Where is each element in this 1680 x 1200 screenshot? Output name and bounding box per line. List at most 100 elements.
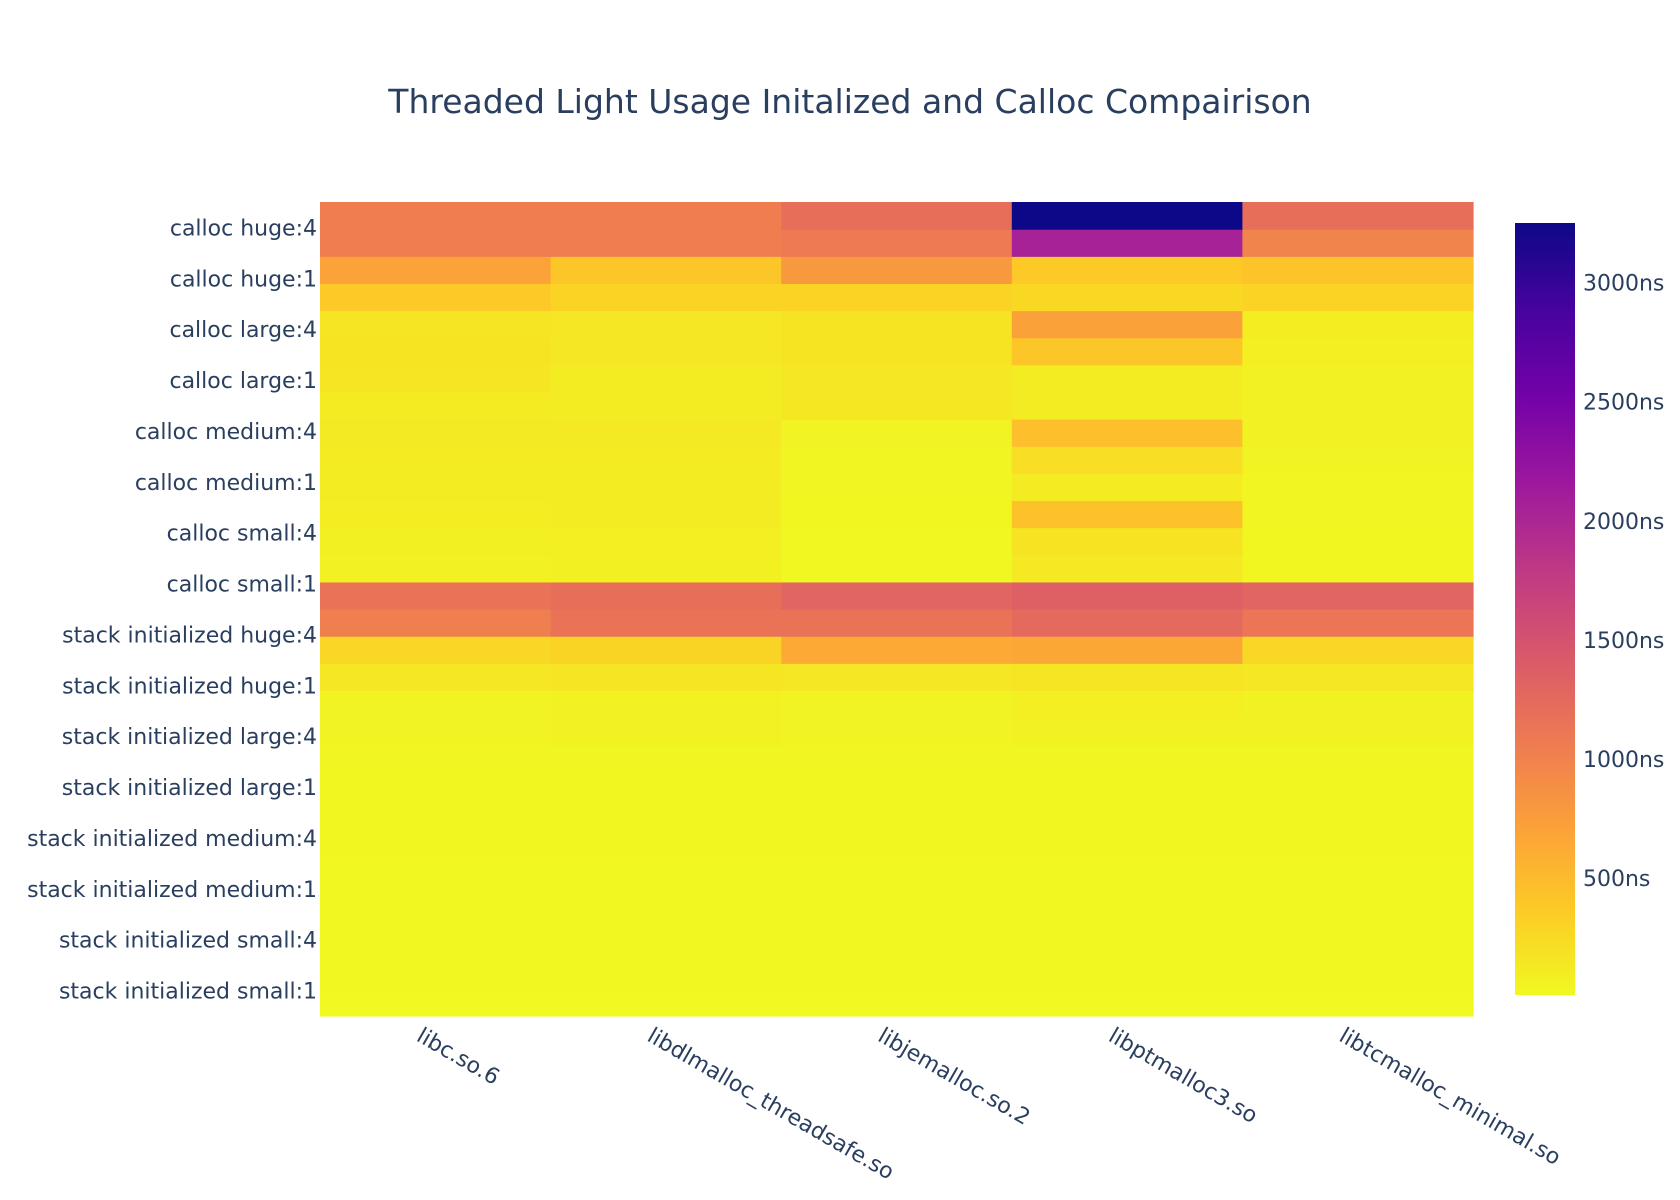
heatmap-cell bbox=[781, 310, 1013, 339]
heatmap-cell bbox=[1242, 256, 1474, 284]
heatmap-cell bbox=[1242, 310, 1474, 339]
y-tick-label: stack initialized large:1 bbox=[62, 776, 317, 801]
colorbar-tick-label: 500ns bbox=[1583, 867, 1650, 892]
heatmap-cell bbox=[1011, 202, 1243, 230]
heatmap-cell bbox=[320, 690, 552, 719]
heatmap-cell bbox=[1011, 880, 1243, 909]
heatmap-cell bbox=[550, 446, 782, 474]
heatmap-cell bbox=[781, 934, 1013, 963]
heatmap-cell bbox=[781, 554, 1013, 583]
heatmap-cell bbox=[1011, 744, 1243, 773]
heatmap-cell bbox=[1242, 961, 1474, 990]
y-tick-label: calloc huge:4 bbox=[170, 216, 317, 241]
heatmap-cell bbox=[1242, 554, 1474, 583]
heatmap-cell bbox=[781, 500, 1013, 529]
heatmap-cell bbox=[320, 202, 552, 230]
heatmap-cell bbox=[781, 609, 1013, 637]
heatmap-cell bbox=[1242, 717, 1474, 746]
heatmap-cell bbox=[550, 663, 782, 691]
heatmap-cell bbox=[1242, 771, 1474, 800]
heatmap-cell bbox=[320, 256, 552, 284]
heatmap-cell bbox=[320, 337, 552, 366]
heatmap-cell bbox=[1011, 419, 1243, 447]
heatmap-cell bbox=[550, 934, 782, 963]
heatmap-cell bbox=[550, 826, 782, 854]
heatmap-cell bbox=[320, 636, 552, 664]
heatmap-cell bbox=[1242, 527, 1474, 556]
heatmap-cell bbox=[1011, 581, 1243, 610]
heatmap-cell bbox=[781, 337, 1013, 366]
heatmap-cell bbox=[781, 798, 1013, 827]
y-tick-label: stack initialized small:1 bbox=[59, 980, 317, 1005]
heatmap-cell bbox=[1242, 391, 1474, 420]
heatmap-cell bbox=[1011, 364, 1243, 393]
heatmap-cell bbox=[550, 581, 782, 610]
heatmap-cell bbox=[1011, 446, 1243, 474]
heatmap-cell bbox=[1242, 283, 1474, 312]
heatmap-cell bbox=[1011, 826, 1243, 854]
heatmap-cell bbox=[781, 771, 1013, 800]
heatmap-cell bbox=[320, 826, 552, 854]
heatmap-cell bbox=[1242, 690, 1474, 719]
heatmap-cell bbox=[781, 419, 1013, 447]
heatmap-cell bbox=[320, 364, 552, 393]
heatmap-cell bbox=[550, 961, 782, 990]
heatmap-cell bbox=[781, 202, 1013, 230]
heatmap-cell bbox=[550, 798, 782, 827]
heatmap-cell bbox=[1242, 337, 1474, 366]
heatmap-cell bbox=[320, 283, 552, 312]
colorbar-tick-label: 2500ns bbox=[1583, 391, 1664, 416]
heatmap-cell bbox=[320, 527, 552, 556]
heatmap-cell bbox=[1242, 798, 1474, 827]
heatmap-cell bbox=[1011, 663, 1243, 691]
heatmap-cell bbox=[550, 907, 782, 936]
heatmap-cell bbox=[320, 500, 552, 529]
heatmap-cell bbox=[320, 798, 552, 827]
heatmap-cell bbox=[320, 229, 552, 257]
heatmap-cell bbox=[550, 880, 782, 909]
colorbar-tick-label: 2000ns bbox=[1583, 510, 1664, 535]
heatmap-cell bbox=[550, 744, 782, 773]
heatmap-cell bbox=[550, 473, 782, 502]
y-tick-label: stack initialized small:4 bbox=[59, 929, 317, 954]
heatmap-cell bbox=[320, 391, 552, 420]
heatmap-cell bbox=[1011, 473, 1243, 502]
heatmap-cell bbox=[781, 961, 1013, 990]
heatmap-cell bbox=[1011, 337, 1243, 366]
y-tick-label: calloc small:4 bbox=[167, 522, 317, 547]
heatmap-cell bbox=[1242, 202, 1474, 230]
colorbar-tick-label: 1500ns bbox=[1583, 629, 1664, 654]
heatmap-cell bbox=[1242, 934, 1474, 963]
colorbar-tick-label: 3000ns bbox=[1583, 272, 1664, 297]
heatmap-cell bbox=[1011, 283, 1243, 312]
heatmap-cell bbox=[1011, 771, 1243, 800]
heatmap-cell bbox=[1242, 446, 1474, 474]
y-tick-label: stack initialized huge:1 bbox=[62, 674, 317, 699]
x-tick-label: libtcmalloc_minimal.so bbox=[1335, 1024, 1565, 1171]
heatmap-cell bbox=[550, 853, 782, 881]
heatmap-cell bbox=[781, 391, 1013, 420]
heatmap-cell bbox=[320, 907, 552, 936]
heatmap-cell bbox=[1242, 907, 1474, 936]
y-tick-label: calloc medium:4 bbox=[135, 420, 317, 445]
heatmap-cell bbox=[781, 907, 1013, 936]
heatmap-cell bbox=[550, 256, 782, 284]
heatmap-cell bbox=[320, 473, 552, 502]
heatmap-cell bbox=[550, 419, 782, 447]
y-axis-ticks: stack initialized small:1 stack initializ… bbox=[27, 216, 317, 1004]
y-tick-label: calloc large:4 bbox=[169, 318, 317, 343]
y-tick-label: calloc huge:1 bbox=[170, 267, 317, 292]
heatmap-cell bbox=[320, 771, 552, 800]
heatmap-cell bbox=[1011, 609, 1243, 637]
heatmap-cell bbox=[550, 554, 782, 583]
heatmap-cell bbox=[781, 527, 1013, 556]
heatmap-cell bbox=[1011, 256, 1243, 284]
y-tick-label: stack initialized huge:4 bbox=[62, 623, 317, 648]
heatmap-cell bbox=[1242, 473, 1474, 502]
heatmap-cell bbox=[320, 853, 552, 881]
heatmap-cell bbox=[320, 446, 552, 474]
heatmap-cell bbox=[781, 636, 1013, 664]
heatmap-cell bbox=[550, 527, 782, 556]
heatmap-cell bbox=[1011, 527, 1243, 556]
heatmap-cell bbox=[781, 744, 1013, 773]
